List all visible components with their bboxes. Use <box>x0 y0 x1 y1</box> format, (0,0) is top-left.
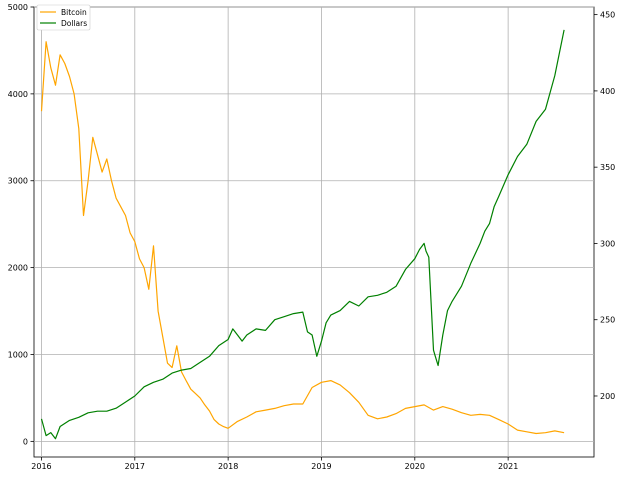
y-right-tick-label: 200 <box>600 392 615 401</box>
x-tick-label: 2017 <box>125 462 145 471</box>
y-left-tick-label: 0 <box>23 437 28 446</box>
x-tick-label: 2020 <box>405 462 425 471</box>
tick-layer: 2016 2017 2018 2019 2020 2021 0 1000 2000 3000 400… <box>8 3 616 471</box>
y-left-tick-label: 2000 <box>8 264 28 273</box>
x-tick-label: 2021 <box>498 462 518 471</box>
y-left-tick-label: 5000 <box>8 3 28 12</box>
plot-area <box>33 6 595 458</box>
y-left-tick-label: 3000 <box>8 177 28 186</box>
series-line-dollars <box>40 29 565 440</box>
x-tick-label: 2018 <box>218 462 238 471</box>
y-left-tick-label: 4000 <box>8 90 28 99</box>
y-right-tick-label: 250 <box>600 316 615 325</box>
legend-bitcoin-label: Bitcoin <box>61 8 87 17</box>
series-line-bitcoin <box>40 41 565 435</box>
grid-layer <box>34 6 594 457</box>
y-right-tick-label: 450 <box>600 11 615 20</box>
x-tick-label: 2019 <box>311 462 331 471</box>
legend-box <box>36 4 91 31</box>
legend-dollars-label: Dollars <box>61 19 87 28</box>
y-right-tick-label: 350 <box>600 163 615 172</box>
legend: Bitcoin Dollars <box>36 4 91 31</box>
y-left-tick-label: 1000 <box>8 350 28 359</box>
y-right-tick-label: 300 <box>600 239 615 248</box>
series-layer <box>40 29 565 440</box>
x-tick-label: 2016 <box>31 462 51 471</box>
y-right-tick-label: 400 <box>600 87 615 96</box>
